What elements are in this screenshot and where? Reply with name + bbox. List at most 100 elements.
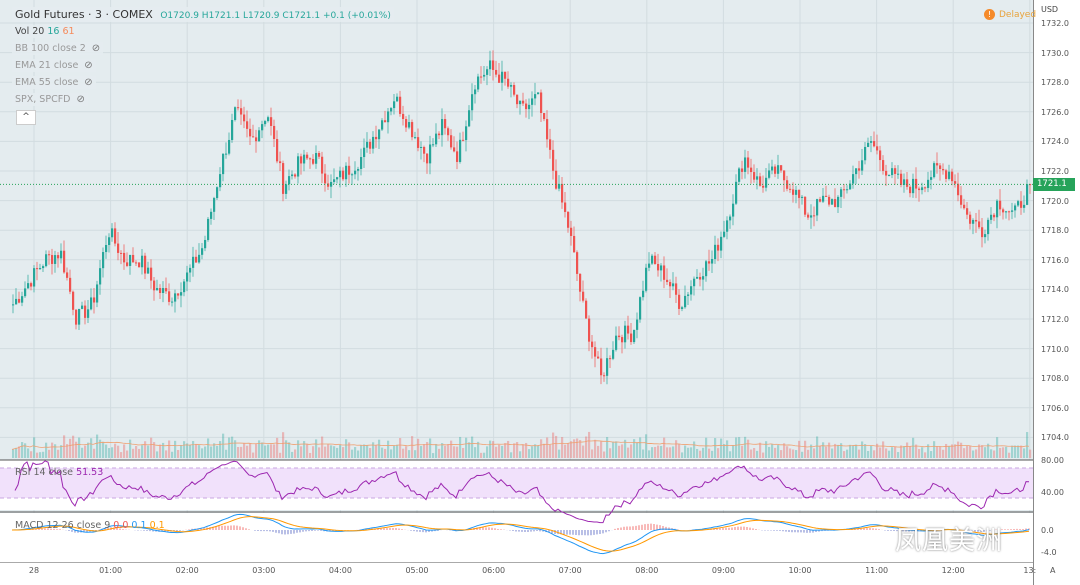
candle-body — [111, 228, 114, 238]
candle-body — [681, 307, 684, 309]
volume-bar — [459, 436, 462, 458]
candle-body — [732, 203, 735, 217]
volume-bar — [804, 440, 807, 458]
macd-legend[interactable]: MACD 12 26 close 9 0.0 0.1 0.1 — [12, 519, 168, 532]
candle-body — [690, 286, 693, 295]
volume-bar — [966, 445, 969, 458]
volume-bar — [921, 447, 924, 458]
volume-bar — [102, 441, 105, 458]
volume-bar — [663, 437, 666, 458]
candle-body — [399, 96, 402, 114]
bb-legend[interactable]: BB 100 close 2 ⊘ — [12, 42, 104, 55]
candle-body — [438, 133, 441, 136]
candle-body — [555, 170, 558, 189]
volume-bar — [972, 450, 975, 458]
candle-body — [885, 170, 888, 176]
delayed-label: Delayed — [999, 10, 1037, 20]
candle-body — [600, 358, 603, 376]
hidden-eye-icon[interactable]: ⊘ — [91, 43, 101, 54]
candle-body — [618, 335, 621, 338]
volume-bar — [243, 443, 246, 458]
volume-bar — [117, 445, 120, 458]
candle-body — [960, 195, 963, 205]
symbol-legend[interactable]: Gold Futures · 3 · COMEX O1720.9 H1721.1… — [12, 7, 394, 22]
candle-body — [594, 347, 597, 357]
candle-body — [684, 295, 687, 308]
volume-bar — [1002, 447, 1005, 458]
candle-body — [720, 236, 723, 251]
volume-bar — [174, 440, 177, 458]
candle-body — [240, 108, 243, 115]
candle-body — [87, 309, 90, 318]
volume-bar — [21, 442, 24, 458]
volume-bar — [255, 443, 258, 458]
volume-bar — [204, 446, 207, 458]
candle-body — [909, 186, 912, 194]
volume-bar — [894, 446, 897, 458]
candle-body — [471, 94, 474, 111]
candle-body — [462, 139, 465, 141]
volume-legend[interactable]: Vol 20 16 61 — [12, 25, 78, 38]
spx-legend[interactable]: SPX, SPCFD ⊘ — [12, 93, 88, 106]
volume-bar — [690, 447, 693, 458]
candle-body — [672, 283, 675, 287]
candle-body — [165, 288, 168, 292]
candle-body — [957, 183, 960, 196]
candle-body — [846, 189, 849, 191]
candle-body — [30, 283, 33, 287]
volume-bar — [681, 452, 684, 458]
volume-bar — [774, 447, 777, 458]
volume-bar — [114, 443, 117, 458]
candle-body — [348, 165, 351, 175]
volume-bar — [954, 444, 957, 458]
candle-body — [336, 177, 339, 180]
candle-body — [525, 103, 528, 110]
rsi-line — [14, 460, 1030, 524]
candle-body — [852, 174, 855, 184]
macd-tick: 0.0 — [1041, 526, 1054, 535]
hidden-eye-icon[interactable]: ⊘ — [76, 94, 85, 105]
candle-body — [453, 147, 456, 152]
candle-body — [843, 189, 846, 191]
ema55-legend[interactable]: EMA 55 close ⊘ — [12, 76, 96, 89]
volume-bar — [936, 446, 939, 458]
volume-bar — [501, 445, 504, 458]
candle-body — [519, 100, 522, 105]
ema21-legend[interactable]: EMA 21 close ⊘ — [12, 59, 96, 72]
last-price-tag: 1721.1 — [1033, 178, 1075, 191]
delayed-badge[interactable]: ! Delayed — [984, 9, 1036, 20]
auto-scale-button[interactable]: A — [1050, 566, 1056, 575]
volume-bar — [576, 438, 579, 458]
volume-bar — [291, 451, 294, 458]
volume-bar — [930, 451, 933, 458]
volume-bar — [93, 448, 96, 458]
volume-bar — [786, 446, 789, 458]
volume-bar — [984, 447, 987, 458]
volume-bar — [63, 435, 66, 458]
candle-body — [228, 139, 231, 154]
volume-bar — [156, 451, 159, 458]
chart-canvas[interactable] — [0, 0, 1033, 563]
volume-bar — [876, 443, 879, 458]
volume-bar — [171, 451, 174, 458]
candle-body — [213, 198, 216, 212]
candle-body — [777, 165, 780, 174]
candle-body — [978, 221, 981, 228]
price-axis[interactable] — [1033, 0, 1080, 585]
candle-body — [870, 141, 873, 143]
volume-bar — [570, 441, 573, 458]
candle-body — [204, 239, 207, 249]
candle-body — [729, 216, 732, 221]
candle-body — [351, 174, 354, 176]
collapse-legend-button[interactable]: ^ — [16, 110, 36, 125]
candle-body — [849, 183, 852, 190]
hidden-eye-icon[interactable]: ⊘ — [84, 60, 93, 71]
volume-bar — [108, 448, 111, 458]
candle-body — [939, 165, 942, 169]
price-tick: 1724.0 — [1041, 137, 1069, 147]
candle-body — [465, 126, 468, 141]
candle-body — [372, 136, 375, 149]
time-tick: 02:00 — [175, 566, 199, 575]
rsi-legend[interactable]: RSI 14 close 51.53 — [12, 466, 106, 479]
hidden-eye-icon[interactable]: ⊘ — [84, 77, 93, 88]
